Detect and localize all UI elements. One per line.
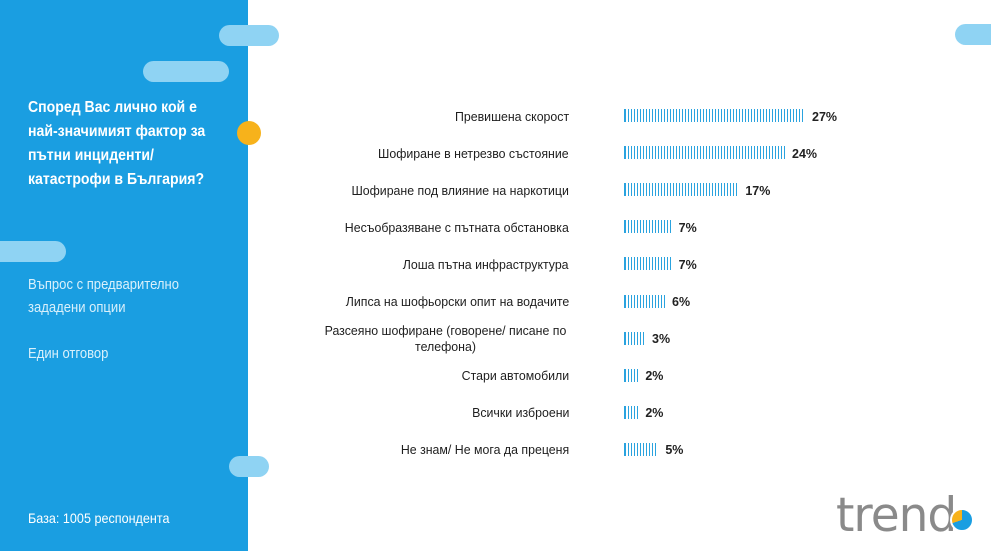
logo-mark-icon xyxy=(950,508,974,532)
category-label: Разсеяно шофиране (говорене/ писане по т… xyxy=(309,321,569,358)
bar-value-label: 24% xyxy=(792,146,818,161)
bar-row: Лоша пътна инфраструктура 7% xyxy=(280,246,860,283)
bar-value-label: 6% xyxy=(672,295,691,309)
bar-value-label: 5% xyxy=(665,443,684,458)
category-label-text: Не знам/ Не мога да преценя xyxy=(400,442,569,458)
decorative-pill xyxy=(143,61,229,82)
trend-logo: trend xyxy=(836,488,957,543)
bar xyxy=(624,442,659,456)
category-label-text: Лоша пътна инфраструктура xyxy=(403,256,569,272)
category-label: Шофиране в нетрезво състояние xyxy=(309,135,569,172)
category-label-text: Шофиране под влияние на наркотици xyxy=(351,182,569,198)
sidebar-panel xyxy=(0,0,248,551)
category-label-text: Несъобразяване с пътната обстановка xyxy=(344,219,569,235)
bar xyxy=(624,183,739,197)
bar xyxy=(624,294,665,308)
accent-dot xyxy=(237,121,261,145)
bar-value-label: 7% xyxy=(678,220,697,235)
bar-row: Не знам/ Не мога да преценя 5% xyxy=(280,432,860,469)
category-label: Шофиране под влияние на наркотици xyxy=(309,172,569,209)
bar xyxy=(624,109,805,122)
bar-value-label: 17% xyxy=(745,183,771,198)
question-title: Според Вас лично кой е най-значимият фак… xyxy=(28,99,206,188)
bar-row: Липса на шофьорски опит на водачите 6% xyxy=(280,284,860,321)
bar-row: Всички изброени 2% xyxy=(280,395,860,432)
decorative-pill xyxy=(219,25,279,46)
category-label: Липса на шофьорски опит на водачите xyxy=(309,284,569,321)
category-label-text: Липса на шофьорски опит на водачите xyxy=(345,294,569,309)
bar-row: Стари автомобили 2% xyxy=(280,358,860,395)
answer-type-note: Един отговор xyxy=(28,346,109,362)
category-label: Всички изброени xyxy=(309,395,569,432)
category-label-text: Всички изброени xyxy=(471,405,569,421)
category-label: Превишена скорост xyxy=(309,98,569,135)
bar xyxy=(624,331,645,345)
category-label: Несъобразяване с пътната обстановка xyxy=(309,209,569,246)
category-label: Не знам/ Не мога да преценя xyxy=(309,432,569,469)
bar xyxy=(624,405,639,419)
bar-value-label: 7% xyxy=(678,257,697,272)
category-label-text: Шофиране в нетрезво състояние xyxy=(378,145,569,161)
question-type-note: Въпрос с предварително зададени опции xyxy=(28,277,179,316)
bar-row: Несъобразяване с пътната обстановка 7% xyxy=(280,209,860,246)
bar-row: Шофиране под влияние на наркотици 17% xyxy=(280,172,860,209)
bar-value-label: 3% xyxy=(652,332,671,347)
bar xyxy=(624,257,672,271)
category-label: Лоша пътна инфраструктура xyxy=(309,246,569,283)
bar xyxy=(624,368,639,382)
decorative-pill xyxy=(955,24,991,45)
decorative-pill xyxy=(0,241,66,262)
bar-value-label: 2% xyxy=(645,406,664,421)
category-label: Стари автомобили xyxy=(309,358,569,395)
bar-value-label: 2% xyxy=(645,369,664,384)
bar-row: Шофиране в нетрезво състояние 24% xyxy=(280,135,860,172)
bar xyxy=(624,146,785,160)
bar-value-label: 27% xyxy=(812,109,838,124)
decorative-pill xyxy=(229,456,269,477)
base-respondents: База: 1005 респондента xyxy=(28,510,170,526)
bar xyxy=(624,220,672,234)
bar-row: Разсеяно шофиране (говорене/ писане по т… xyxy=(280,321,860,358)
bar-row: Превишена скорост 27% xyxy=(280,98,860,135)
category-label-text: Разсеяно шофиране (говорене/ писане по т… xyxy=(324,323,567,355)
category-label-text: Превишена скорост xyxy=(454,108,569,124)
category-label-text: Стари автомобили xyxy=(461,368,569,384)
